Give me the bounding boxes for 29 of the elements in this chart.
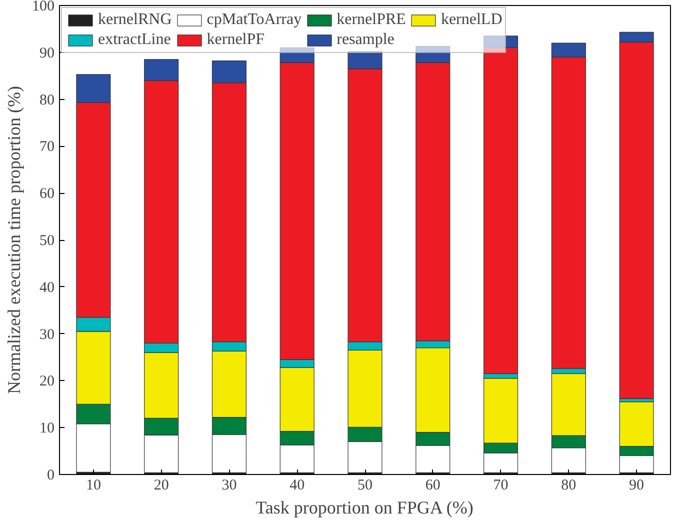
x-tick-label: 90: [629, 478, 644, 494]
legend-label: kernelLD: [440, 11, 502, 29]
y-axis-title: Normalized execution time proportion (%): [4, 86, 24, 394]
x-tick-label: 70: [493, 478, 508, 494]
legend-label: kernelRNG: [98, 11, 172, 29]
legend-label: cpMatToArray: [206, 11, 302, 29]
x-tick-label: 50: [358, 478, 372, 494]
legend-label: extractLine: [98, 31, 171, 49]
y-tick-label: 90: [40, 45, 54, 62]
y-tick-label: 0: [47, 468, 54, 484]
y-tick-label: 40: [40, 280, 54, 296]
y-tick-label: 50: [40, 233, 54, 249]
y-tick-label: 70: [40, 139, 54, 156]
x-tick-label: 10: [86, 478, 101, 494]
x-tick-label: 20: [154, 478, 169, 494]
y-tick-label: 10: [40, 420, 54, 437]
legend-label: resample: [336, 31, 394, 49]
x-tick-label: 30: [222, 478, 237, 494]
x-axis-title: Task proportion on FPGA (%): [256, 498, 474, 518]
legend-label: kernelPRE: [336, 11, 406, 29]
x-tick-label: 60: [425, 478, 440, 494]
y-tick-label: 80: [40, 92, 54, 108]
y-tick-label: 100: [32, 0, 54, 14]
y-tick-label: 30: [40, 326, 54, 343]
y-tick-label: 20: [40, 374, 54, 390]
x-tick-label: 40: [290, 478, 305, 494]
x-tick-label: 80: [561, 478, 576, 494]
y-tick-label: 60: [40, 186, 54, 202]
legend-label: kernelPF: [206, 31, 265, 49]
